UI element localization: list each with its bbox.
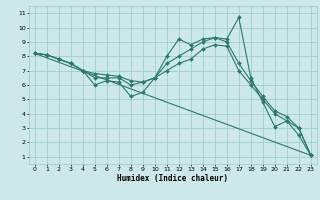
X-axis label: Humidex (Indice chaleur): Humidex (Indice chaleur) (117, 174, 228, 183)
